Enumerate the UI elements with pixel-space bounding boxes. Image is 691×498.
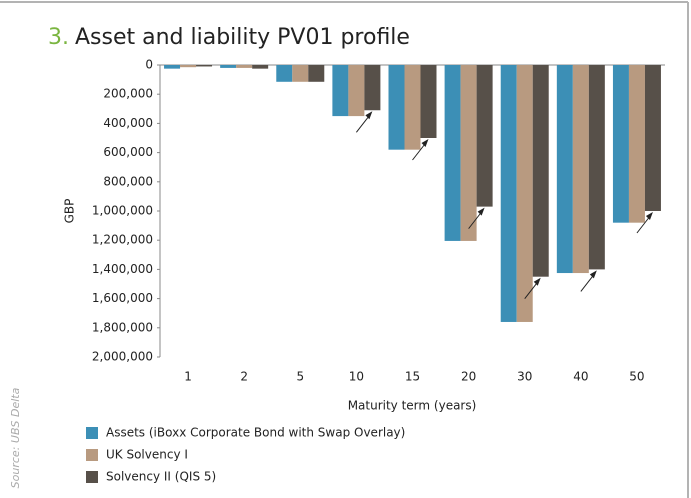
y-tick-label: 200,000	[103, 87, 153, 101]
legend-swatch	[86, 471, 98, 483]
bar	[612, 65, 629, 223]
bar	[276, 65, 293, 82]
bar	[332, 65, 349, 117]
x-tick-label: 20	[461, 370, 476, 384]
y-tick-label: 600,000	[103, 145, 153, 159]
bar	[404, 65, 421, 150]
bar	[420, 65, 437, 138]
legend-label: UK Solvency I	[106, 448, 188, 462]
annotation-arrowhead	[589, 270, 597, 279]
bar	[516, 65, 533, 322]
bar	[460, 65, 477, 241]
y-axis-title: GBP	[63, 199, 77, 224]
legend-swatch	[86, 449, 98, 461]
bar	[180, 65, 197, 68]
legend-label: Assets (iBoxx Corporate Bond with Swap O…	[106, 426, 405, 440]
x-tick-label: 50	[629, 370, 644, 384]
y-tick-label: 1,800,000	[92, 320, 153, 334]
y-tick-label: 1,400,000	[92, 262, 153, 276]
legend-label: Solvency II (QIS 5)	[106, 470, 216, 484]
x-tick-label: 40	[573, 370, 588, 384]
bar	[500, 65, 517, 322]
bar	[476, 65, 493, 207]
bar	[252, 65, 269, 69]
annotation-arrowhead	[645, 212, 653, 220]
legend-swatch	[86, 427, 98, 439]
y-tick-label: 1,600,000	[92, 291, 153, 305]
x-tick-label: 1	[184, 370, 192, 384]
x-tick-label: 30	[517, 370, 532, 384]
bar	[364, 65, 381, 111]
bar	[572, 65, 589, 274]
source: Source: UBS Delta	[9, 387, 22, 488]
y-tick-label: 0	[145, 58, 153, 72]
chart-title: 3. Asset and liability PV01 profile	[48, 25, 410, 50]
annotation-arrowhead	[533, 277, 541, 286]
y-tick-label: 400,000	[103, 116, 153, 130]
bar	[308, 65, 325, 82]
bar	[588, 65, 605, 270]
bar	[556, 65, 573, 274]
chart-number: 3.	[48, 25, 69, 50]
bar	[196, 65, 213, 67]
x-axis-title: Maturity term (years)	[348, 399, 477, 413]
bar	[220, 65, 237, 68]
y-tick-label: 2,000,000	[92, 350, 153, 364]
annotation-arrowhead	[477, 207, 485, 216]
bar	[236, 65, 253, 68]
annotation-arrowhead	[365, 111, 373, 120]
x-tick-label: 15	[405, 370, 420, 384]
y-tick-label: 1,000,000	[92, 204, 153, 218]
bar	[644, 65, 661, 211]
bar	[164, 65, 181, 69]
annotation-arrowhead	[421, 139, 429, 147]
bar	[348, 65, 365, 117]
x-tick-label: 2	[240, 370, 248, 384]
x-tick-label: 5	[296, 370, 304, 384]
bar	[444, 65, 461, 241]
bar	[388, 65, 405, 150]
y-tick-label: 800,000	[103, 174, 153, 188]
chart-title-text: Asset and liability PV01 profile	[75, 25, 410, 50]
bar	[628, 65, 645, 223]
x-tick-label: 10	[349, 370, 364, 384]
bar	[532, 65, 549, 277]
y-tick-label: 1,200,000	[92, 233, 153, 247]
bar	[292, 65, 309, 82]
